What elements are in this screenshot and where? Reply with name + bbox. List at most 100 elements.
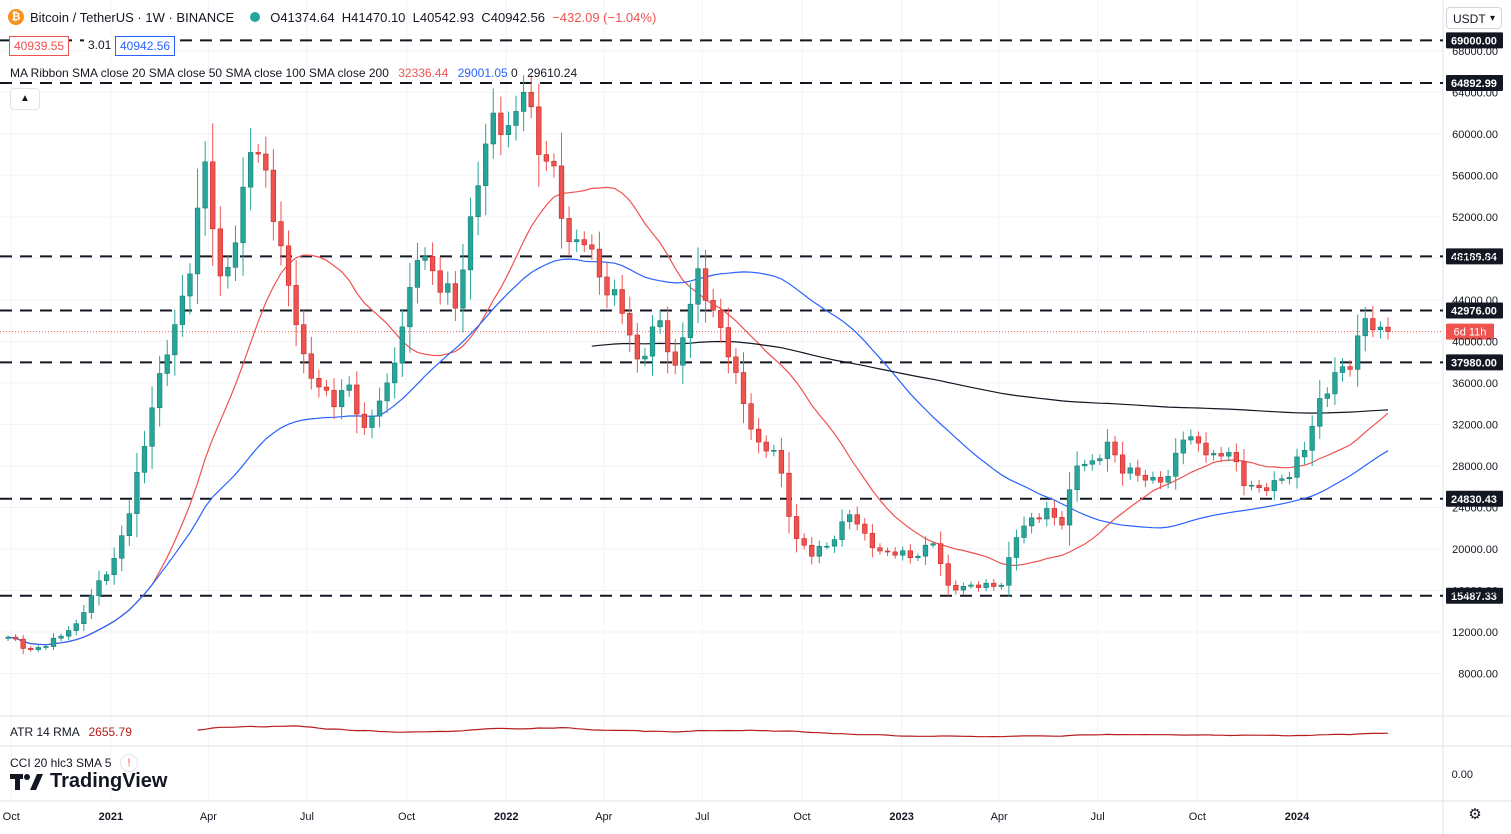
candle-body [725,327,731,358]
candle-body [1355,335,1361,370]
candle-body [960,586,967,591]
candle-body [816,546,822,557]
candle-body [756,428,762,443]
candle-body [801,538,807,546]
candle-body [543,154,549,162]
x-tick-label: 2023 [889,811,913,823]
x-tick-label: Oct [1189,811,1206,823]
level-label-bg [1446,32,1503,49]
ask-price-button[interactable]: 40942.56 [115,36,176,56]
candle-body [452,283,459,309]
candle-body [763,441,769,452]
candle-body [922,544,929,557]
candle-body [900,550,906,556]
candle-body [915,555,921,559]
candle-body [429,256,436,272]
tradingview-logo[interactable]: TradingView [10,770,167,793]
y-tick-label: 20000.00 [1452,544,1498,556]
y-tick-label: 60000.00 [1452,129,1498,141]
candle-body [1385,326,1391,332]
candle-body [1248,484,1255,487]
candle-body [596,248,603,278]
candle-body [733,356,739,373]
candle-body [1036,517,1042,520]
candle-body [558,165,565,219]
x-tick-label: Apr [595,811,612,823]
horizontal-levels[interactable]: 69000.00 64892.99 48189.84 42976.00 37980.00… [0,32,1503,604]
cci-error-icon[interactable]: ! [120,754,138,772]
candle-body [884,550,891,553]
candle-body [331,390,337,408]
candle-body [702,268,709,301]
candle-body [748,403,754,430]
candle-body [354,384,360,415]
candle-body [1074,465,1080,491]
candle-body [627,313,633,336]
price-axis[interactable]: 8000.0012000.0016000.0020000.0024000.002… [1452,46,1498,781]
candle-body [1324,393,1330,399]
candle-body [346,384,352,391]
time-axis[interactable]: Oct 2021 Apr Jul Oct 2022 Apr Jul Oct 2023 Apr Jul O… [3,811,1310,823]
candle-body [862,523,868,534]
candle-body [1264,487,1270,492]
candle-body [740,372,747,404]
y-tick-label: 44000.00 [1452,295,1498,307]
candle-body [301,324,307,355]
candle-body [422,256,428,261]
cci-legend[interactable]: CCI 20 hlc3 SMA 5 [10,756,111,770]
level-label-bg [1446,354,1503,371]
candle-body [475,185,481,217]
candle-body [164,354,170,374]
candle-body [1180,439,1186,454]
symbol-title[interactable]: Bitcoin / TetherUS · 1W · BINANCE [30,9,235,25]
candlesticks [5,75,1391,655]
candle-body [73,623,79,631]
candle-body [1210,453,1217,456]
y-tick-label: 52000.00 [1452,212,1498,224]
candle-body [945,563,951,586]
candle-body [1112,441,1118,456]
y-tick-label: 12000.00 [1452,627,1498,639]
collapse-legend-button[interactable]: ▲ [10,88,40,110]
candle-body [1097,458,1103,462]
candle-body [1119,454,1126,474]
candle-body [536,106,542,155]
candle-body [1021,525,1027,538]
candle-body [141,445,148,473]
candle-body [278,221,284,247]
candle-body [323,386,330,391]
y-tick-label: 32000.00 [1452,419,1498,431]
candle-body [35,647,41,650]
chevron-down-icon: ▾ [1489,13,1495,24]
x-tick-label: 2022 [494,811,518,823]
candle-body [1013,537,1020,558]
y-tick-label: 36000.00 [1452,378,1498,390]
y-tick-label: 40000.00 [1452,336,1498,348]
candle-body [384,382,390,402]
candle-body [1059,517,1065,526]
candle-body [1309,425,1315,451]
bid-price-button[interactable]: 40939.55 [9,36,70,56]
candle-body [1135,467,1141,476]
atr-legend[interactable]: ATR 14 RMA 2655.79 [10,725,132,739]
candle-body [338,390,345,408]
atr-label: ATR 14 RMA [10,725,80,739]
x-tick-label: Oct [398,811,415,823]
countdown-bg [1446,323,1494,340]
ma-ribbon-legend[interactable]: MA Ribbon SMA close 20 SMA close 50 SMA … [10,66,577,80]
currency-select[interactable]: USDT ▾ [1446,7,1502,29]
candle-body [1127,467,1133,474]
candle-body [126,513,132,536]
candle-body [809,544,815,557]
candle-body [824,545,830,548]
candle-body [869,533,876,549]
y-tick-label: 28000.00 [1452,461,1498,473]
sma20-value: 32336.44 [398,66,449,80]
candle-body [255,152,261,155]
level-label-bg [1446,248,1503,265]
gear-icon[interactable]: ⚙ [1468,806,1482,823]
change-value: −432.09 (−1.04%) [552,9,657,25]
candle-body [194,207,201,275]
candle-body [285,245,292,286]
